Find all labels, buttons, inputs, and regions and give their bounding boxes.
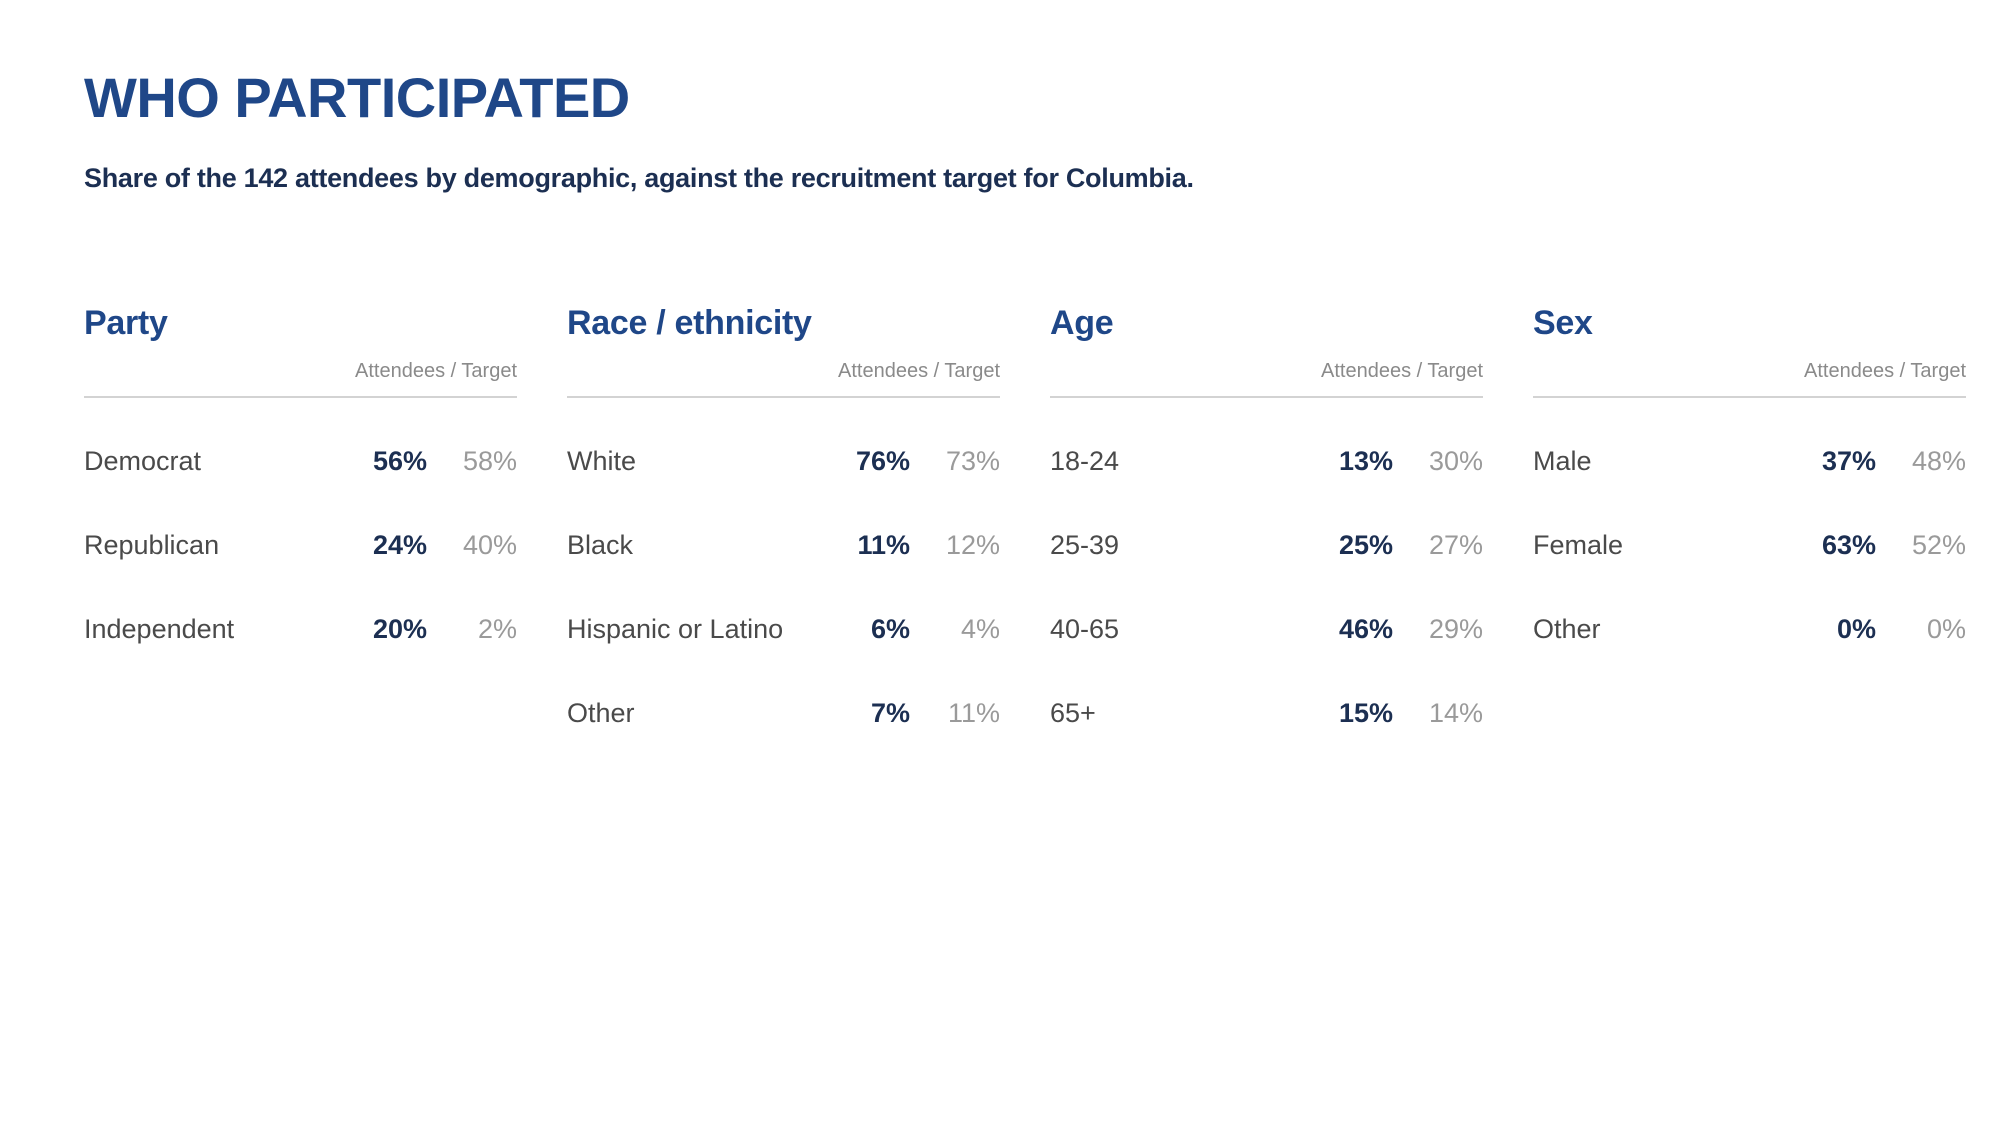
group-title: Race / ethnicity: [567, 304, 812, 342]
slide: WHO PARTICIPATED Share of the 142 attend…: [84, 0, 1966, 1125]
table-row: Independent 20% 2%: [84, 587, 517, 671]
row-label: 25-39: [1050, 529, 1120, 560]
target-value: 14%: [1428, 697, 1483, 728]
table-row: Democrat 56% 58%: [84, 419, 517, 503]
attendees-value: 56%: [372, 445, 427, 476]
table-row: Republican 24% 40%: [84, 503, 517, 587]
target-value: 52%: [1911, 529, 1966, 560]
column-header: Attendees / Target: [355, 360, 517, 382]
target-value: 48%: [1911, 445, 1966, 476]
attendees-value: 76%: [855, 445, 910, 476]
table-row: 25-39 25% 27%: [1050, 503, 1483, 587]
table-row: 18-24 13% 30%: [1050, 419, 1483, 503]
table-row: White 76% 73%: [567, 419, 1000, 503]
column-header: Attendees / Target: [1804, 360, 1966, 382]
row-label: Democrat: [84, 445, 202, 476]
row-label: Other: [567, 697, 635, 728]
group-age: Age Attendees / Target 18-24 13% 30% 25-…: [1050, 298, 1483, 755]
group-rows: Democrat 56% 58% Republican 24% 40% Inde…: [84, 419, 517, 671]
row-label: Republican: [84, 529, 220, 560]
attendees-value: 13%: [1338, 445, 1393, 476]
table-row: Hispanic or Latino 6% 4%: [567, 587, 1000, 671]
page-subtitle: Share of the 142 attendees by demographi…: [84, 163, 1194, 193]
table-row: 40-65 46% 29%: [1050, 587, 1483, 671]
attendees-value: 0%: [1836, 613, 1876, 644]
table-row: Other 0% 0%: [1533, 587, 1966, 671]
group-rows: 18-24 13% 30% 25-39 25% 27% 40-65 46% 29…: [1050, 419, 1483, 755]
divider: [1050, 396, 1483, 398]
attendees-value: 24%: [372, 529, 427, 560]
row-label: Black: [567, 529, 634, 560]
target-value: 27%: [1428, 529, 1483, 560]
row-label: Male: [1533, 445, 1592, 476]
target-value: 12%: [945, 529, 1000, 560]
group-party: Party Attendees / Target Democrat 56% 58…: [84, 298, 517, 755]
divider: [567, 396, 1000, 398]
table-row: Other 7% 11%: [567, 671, 1000, 755]
group-title: Party: [84, 304, 168, 342]
target-value: 2%: [477, 613, 517, 644]
attendees-value: 20%: [372, 613, 427, 644]
column-header: Attendees / Target: [1321, 360, 1483, 382]
target-value: 0%: [1926, 613, 1966, 644]
row-label: Independent: [84, 613, 235, 644]
attendees-value: 63%: [1821, 529, 1876, 560]
divider: [84, 396, 517, 398]
table-row: 65+ 15% 14%: [1050, 671, 1483, 755]
target-value: 73%: [945, 445, 1000, 476]
row-label: 18-24: [1050, 445, 1120, 476]
column-header: Attendees / Target: [838, 360, 1000, 382]
page-title: WHO PARTICIPATED: [84, 66, 630, 129]
target-value: 30%: [1428, 445, 1483, 476]
attendees-value: 15%: [1338, 697, 1393, 728]
table-row: Female 63% 52%: [1533, 503, 1966, 587]
row-label: 65+: [1050, 697, 1096, 728]
target-value: 4%: [960, 613, 1000, 644]
row-label: Hispanic or Latino: [567, 613, 784, 644]
row-label: Other: [1533, 613, 1601, 644]
target-value: 40%: [462, 529, 517, 560]
row-label: White: [567, 445, 637, 476]
attendees-value: 46%: [1338, 613, 1393, 644]
attendees-value: 6%: [870, 613, 910, 644]
group-title: Age: [1050, 304, 1114, 342]
attendees-value: 37%: [1821, 445, 1876, 476]
target-value: 29%: [1428, 613, 1483, 644]
attendees-value: 25%: [1338, 529, 1393, 560]
target-value: 11%: [947, 697, 1000, 728]
group-sex: Sex Attendees / Target Male 37% 48% Fema…: [1533, 298, 1966, 755]
attendees-value: 11%: [857, 529, 910, 560]
table-row: Male 37% 48%: [1533, 419, 1966, 503]
row-label: Female: [1533, 529, 1624, 560]
table-row: Black 11% 12%: [567, 503, 1000, 587]
group-race-ethnicity: Race / ethnicity Attendees / Target Whit…: [567, 298, 1000, 755]
group-rows: White 76% 73% Black 11% 12% Hispanic or …: [567, 419, 1000, 755]
attendees-value: 7%: [870, 697, 910, 728]
demographic-groups: Party Attendees / Target Democrat 56% 58…: [84, 298, 1966, 755]
divider: [1533, 396, 1966, 398]
group-rows: Male 37% 48% Female 63% 52% Other 0% 0%: [1533, 419, 1966, 671]
target-value: 58%: [462, 445, 517, 476]
row-label: 40-65: [1050, 613, 1120, 644]
group-title: Sex: [1533, 304, 1593, 342]
